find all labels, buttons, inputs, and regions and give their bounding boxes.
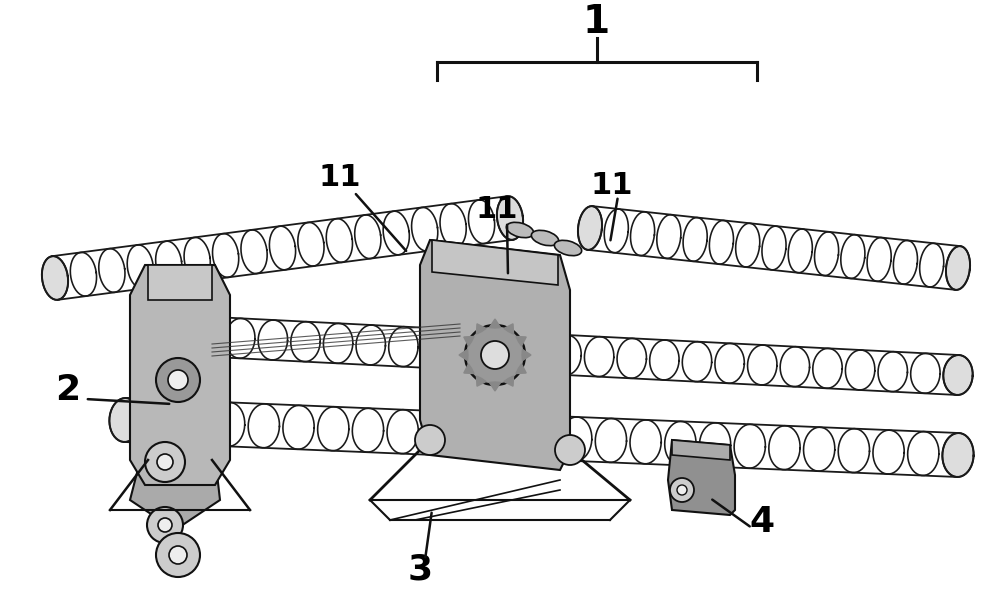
Circle shape [677, 485, 687, 495]
Polygon shape [42, 256, 68, 300]
Text: 11: 11 [591, 170, 633, 199]
Ellipse shape [554, 240, 582, 256]
Circle shape [465, 325, 525, 385]
Polygon shape [476, 376, 486, 386]
Circle shape [481, 341, 509, 369]
Polygon shape [459, 350, 468, 361]
Circle shape [168, 370, 188, 390]
Polygon shape [489, 382, 501, 391]
Circle shape [415, 425, 445, 455]
Circle shape [670, 478, 694, 502]
Text: 1: 1 [582, 3, 610, 41]
Polygon shape [578, 206, 602, 250]
Polygon shape [516, 364, 526, 373]
Polygon shape [420, 240, 570, 470]
Polygon shape [504, 324, 514, 334]
Polygon shape [497, 196, 523, 240]
Circle shape [158, 518, 172, 532]
Polygon shape [130, 430, 220, 530]
Polygon shape [464, 336, 474, 346]
Polygon shape [130, 265, 230, 485]
Text: 3: 3 [407, 553, 433, 587]
Polygon shape [464, 364, 474, 373]
Text: 11: 11 [319, 164, 361, 193]
Polygon shape [476, 324, 486, 334]
Polygon shape [489, 319, 501, 328]
Polygon shape [504, 376, 514, 386]
Circle shape [169, 546, 187, 564]
Text: 4: 4 [749, 505, 775, 539]
Circle shape [157, 454, 173, 470]
Polygon shape [672, 440, 730, 460]
Polygon shape [109, 398, 141, 442]
Polygon shape [148, 265, 212, 300]
Circle shape [156, 358, 200, 402]
Polygon shape [946, 246, 970, 290]
Polygon shape [668, 440, 735, 515]
Circle shape [156, 533, 200, 577]
Ellipse shape [531, 230, 559, 246]
Ellipse shape [506, 223, 534, 238]
Polygon shape [942, 433, 974, 477]
Text: 11: 11 [476, 196, 518, 224]
Polygon shape [160, 315, 190, 355]
Circle shape [147, 507, 183, 543]
Polygon shape [943, 355, 973, 395]
Polygon shape [522, 350, 531, 361]
Polygon shape [432, 240, 558, 285]
Circle shape [145, 442, 185, 482]
Text: 2: 2 [55, 373, 81, 407]
Polygon shape [516, 336, 526, 346]
Circle shape [555, 435, 585, 465]
